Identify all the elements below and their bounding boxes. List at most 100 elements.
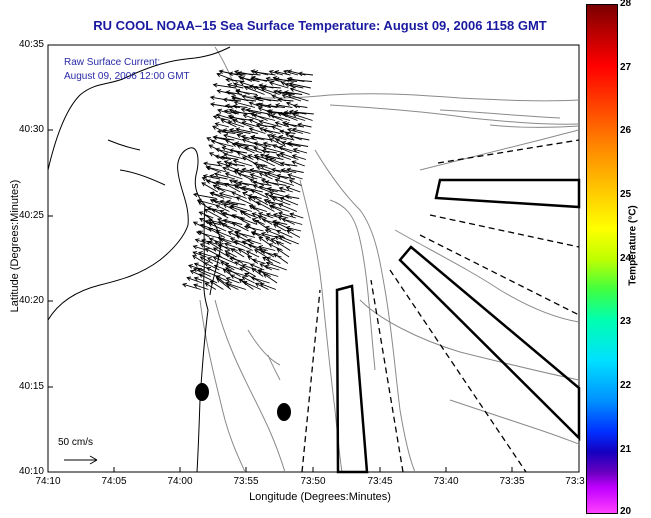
current-vector-head: [207, 218, 213, 224]
current-vector: [263, 146, 285, 154]
current-vector-head: [264, 180, 270, 185]
current-vector-head: [237, 180, 243, 186]
current-vector-head: [193, 267, 198, 273]
current-vector: [282, 218, 303, 225]
current-vector-head: [241, 276, 247, 281]
current-vector-head: [276, 153, 281, 158]
current-vector-head: [259, 164, 265, 169]
current-vector: [276, 154, 292, 160]
current-vector-head: [206, 137, 212, 142]
current-vector-head: [287, 173, 293, 178]
colorbar-tick: 26: [620, 125, 632, 136]
current-vector-head: [268, 193, 274, 199]
current-vector: [254, 142, 271, 147]
current-vector: [269, 82, 289, 89]
current-vector: [270, 205, 290, 212]
current-vector-head: [227, 161, 233, 166]
current-vector-head: [284, 194, 290, 199]
current-vector-head: [269, 81, 274, 86]
current-vector: [278, 135, 295, 141]
current-vector-head: [251, 267, 257, 273]
current-vector-head: [263, 273, 268, 278]
current-vector: [240, 267, 256, 277]
site-marker-east: [277, 403, 291, 421]
current-vector: [276, 174, 296, 180]
current-vector-head: [262, 141, 268, 147]
current-vector: [198, 252, 215, 258]
current-vector-head: [271, 197, 277, 202]
current-vector-head: [241, 263, 247, 269]
zone-south-channel: [335, 284, 369, 474]
current-vector: [228, 162, 245, 167]
current-vector: [227, 84, 244, 89]
current-vector: [218, 244, 238, 251]
current-vector-head: [229, 127, 234, 133]
current-vector-head: [205, 179, 211, 184]
current-vector-head: [218, 69, 224, 74]
current-vector-head: [281, 217, 287, 223]
current-vector-head: [208, 152, 214, 157]
current-vector-head: [265, 212, 271, 218]
current-vector-head: [215, 186, 221, 191]
y-tick-label: 40:15: [18, 381, 44, 392]
current-vector-head: [224, 250, 230, 255]
current-vector-head: [210, 139, 216, 145]
current-vector: [289, 83, 311, 89]
current-vector: [234, 261, 250, 271]
current-vector-head: [217, 221, 223, 226]
current-vector-head: [199, 223, 205, 229]
current-vector-head: [250, 76, 255, 82]
colorbar-title: Temperature (°C): [627, 205, 639, 286]
current-vector-head: [254, 219, 260, 225]
current-vector: [272, 197, 291, 206]
current-vector: [238, 248, 252, 258]
current-vector-head: [253, 141, 259, 146]
current-vector: [266, 257, 281, 264]
current-vector: [253, 181, 272, 186]
current-vector: [278, 212, 296, 219]
current-vector: [232, 222, 249, 232]
current-vector: [253, 114, 276, 121]
current-vector: [253, 86, 273, 95]
current-vector-head: [271, 125, 277, 130]
x-tick-label: 74:10: [35, 476, 61, 487]
current-vector-head: [198, 211, 204, 216]
current-vector-head: [218, 191, 224, 197]
current-vector-head: [222, 204, 228, 209]
current-vector: [210, 280, 224, 290]
current-vector-head: [250, 205, 256, 211]
current-vector: [244, 147, 263, 154]
current-vector-head: [260, 87, 266, 92]
current-vector: [234, 231, 256, 238]
current-vector: [188, 264, 205, 271]
current-vector-head: [241, 167, 247, 173]
current-vector-head: [244, 146, 249, 151]
current-vector-head: [247, 243, 253, 248]
current-vector: [246, 109, 269, 115]
y-tick-label: 40:25: [18, 210, 44, 221]
current-vector-head: [199, 243, 205, 248]
current-vector-head: [258, 245, 264, 250]
x-tick-label: 73:3: [565, 476, 585, 487]
current-vector-head: [226, 83, 232, 88]
current-vector: [193, 193, 217, 199]
current-vector: [276, 241, 291, 251]
current-vector: [292, 128, 311, 134]
current-vector: [221, 119, 237, 128]
current-vector: [289, 135, 310, 141]
current-vector: [259, 172, 273, 180]
current-vector: [194, 277, 210, 284]
current-vector-head: [231, 214, 237, 219]
current-vector: [235, 230, 248, 238]
current-vector-head: [209, 95, 215, 100]
current-vector-head: [291, 127, 297, 133]
current-vector: [272, 220, 288, 225]
current-vector: [251, 268, 264, 277]
current-vector-head: [182, 282, 187, 288]
current-vector-head: [225, 267, 230, 272]
current-vector-head: [247, 154, 253, 159]
current-vector-head: [225, 90, 231, 95]
current-vector-head: [259, 153, 265, 159]
current-vector: [287, 70, 306, 76]
current-vector: [256, 201, 275, 212]
